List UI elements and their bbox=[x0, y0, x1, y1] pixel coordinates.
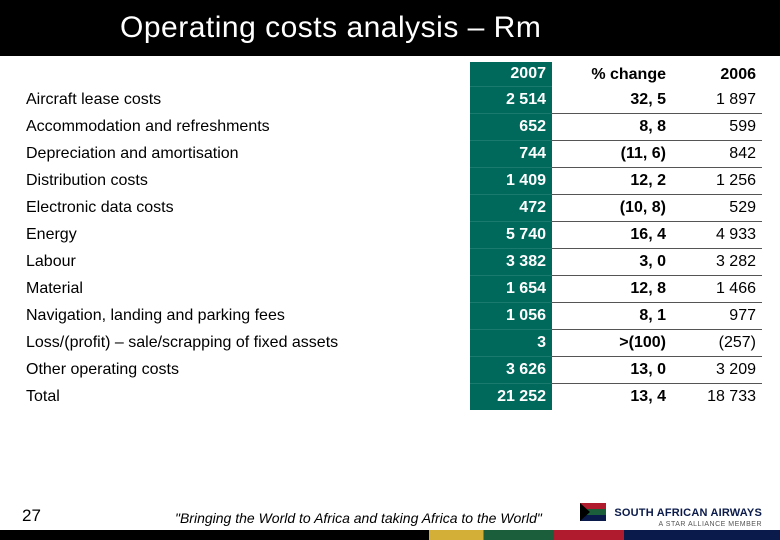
row-change: >(100) bbox=[552, 330, 672, 357]
row-2007: 3 bbox=[470, 330, 552, 357]
header-2006: 2006 bbox=[672, 62, 762, 87]
row-label: Labour bbox=[26, 249, 470, 276]
footer-slogan: "Bringing the World to Africa and taking… bbox=[175, 510, 542, 526]
row-2007: 2 514 bbox=[470, 87, 552, 114]
row-2006: 529 bbox=[672, 195, 762, 222]
header-change: % change bbox=[552, 62, 672, 87]
row-2006: 842 bbox=[672, 141, 762, 168]
row-2006: 599 bbox=[672, 114, 762, 141]
brand-block: SOUTH AFRICAN AIRWAYS A STAR ALLIANCE ME… bbox=[580, 503, 762, 528]
footer: 27 "Bringing the World to Africa and tak… bbox=[0, 492, 780, 540]
header-2007: 2007 bbox=[470, 62, 552, 87]
table-row: Labour3 3823, 03 282 bbox=[26, 249, 762, 276]
row-label: Loss/(profit) – sale/scrapping of fixed … bbox=[26, 330, 470, 357]
brand-name: SOUTH AFRICAN AIRWAYS bbox=[614, 507, 762, 519]
row-change: 16, 4 bbox=[552, 222, 672, 249]
costs-table-wrap: 2007 % change 2006 Aircraft lease costs2… bbox=[0, 56, 780, 410]
row-2006: (257) bbox=[672, 330, 762, 357]
row-2007: 744 bbox=[470, 141, 552, 168]
table-row: Accommodation and refreshments6528, 8599 bbox=[26, 114, 762, 141]
row-change: 12, 2 bbox=[552, 168, 672, 195]
row-change: 8, 1 bbox=[552, 303, 672, 330]
row-2006: 1 256 bbox=[672, 168, 762, 195]
row-label: Accommodation and refreshments bbox=[26, 114, 470, 141]
row-label: Depreciation and amortisation bbox=[26, 141, 470, 168]
slide-title-bar: Operating costs analysis – Rm bbox=[0, 0, 780, 56]
row-2007: 3 382 bbox=[470, 249, 552, 276]
row-change: (10, 8) bbox=[552, 195, 672, 222]
table-row: Other operating costs3 62613, 03 209 bbox=[26, 357, 762, 384]
row-label: Aircraft lease costs bbox=[26, 87, 470, 114]
row-2007: 1 409 bbox=[470, 168, 552, 195]
row-2007: 1 056 bbox=[470, 303, 552, 330]
row-change: 8, 8 bbox=[552, 114, 672, 141]
row-2006: 4 933 bbox=[672, 222, 762, 249]
row-2007: 1 654 bbox=[470, 276, 552, 303]
row-2007: 3 626 bbox=[470, 357, 552, 384]
table-row: Depreciation and amortisation744(11, 6)8… bbox=[26, 141, 762, 168]
row-label: Other operating costs bbox=[26, 357, 470, 384]
costs-table: 2007 % change 2006 Aircraft lease costs2… bbox=[26, 62, 762, 410]
header-blank bbox=[26, 62, 470, 87]
table-row: Distribution costs1 40912, 21 256 bbox=[26, 168, 762, 195]
table-row: Total21 25213, 418 733 bbox=[26, 384, 762, 411]
row-2006: 18 733 bbox=[672, 384, 762, 411]
sa-flag-icon bbox=[580, 503, 606, 521]
table-row: Loss/(profit) – sale/scrapping of fixed … bbox=[26, 330, 762, 357]
row-2006: 3 282 bbox=[672, 249, 762, 276]
row-label: Distribution costs bbox=[26, 168, 470, 195]
row-label: Material bbox=[26, 276, 470, 303]
row-2006: 977 bbox=[672, 303, 762, 330]
row-2007: 472 bbox=[470, 195, 552, 222]
row-change: 12, 8 bbox=[552, 276, 672, 303]
row-change: 13, 0 bbox=[552, 357, 672, 384]
table-row: Aircraft lease costs2 51432, 51 897 bbox=[26, 87, 762, 114]
row-change: (11, 6) bbox=[552, 141, 672, 168]
row-2007: 21 252 bbox=[470, 384, 552, 411]
slide-title: Operating costs analysis – Rm bbox=[120, 11, 541, 45]
row-change: 32, 5 bbox=[552, 87, 672, 114]
header-row: 2007 % change 2006 bbox=[26, 62, 762, 87]
row-change: 13, 4 bbox=[552, 384, 672, 411]
row-2007: 5 740 bbox=[470, 222, 552, 249]
table-row: Navigation, landing and parking fees1 05… bbox=[26, 303, 762, 330]
page-number: 27 bbox=[22, 506, 41, 526]
footer-stripe bbox=[0, 530, 780, 540]
row-2006: 3 209 bbox=[672, 357, 762, 384]
row-label: Energy bbox=[26, 222, 470, 249]
row-label: Total bbox=[26, 384, 470, 411]
row-2006: 1 466 bbox=[672, 276, 762, 303]
table-row: Material1 65412, 81 466 bbox=[26, 276, 762, 303]
row-label: Electronic data costs bbox=[26, 195, 470, 222]
brand-sub: A STAR ALLIANCE MEMBER bbox=[580, 521, 762, 528]
table-row: Electronic data costs472(10, 8)529 bbox=[26, 195, 762, 222]
row-change: 3, 0 bbox=[552, 249, 672, 276]
row-2006: 1 897 bbox=[672, 87, 762, 114]
table-row: Energy5 74016, 44 933 bbox=[26, 222, 762, 249]
row-2007: 652 bbox=[470, 114, 552, 141]
row-label: Navigation, landing and parking fees bbox=[26, 303, 470, 330]
